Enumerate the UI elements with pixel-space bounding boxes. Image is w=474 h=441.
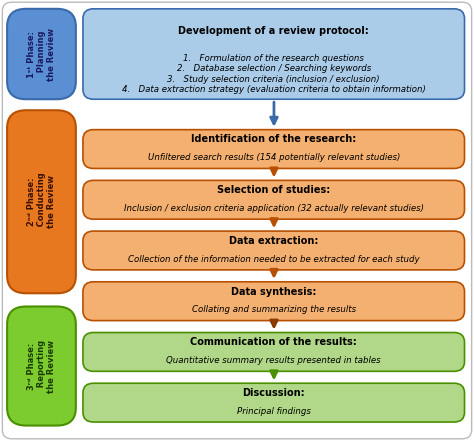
FancyBboxPatch shape xyxy=(7,306,76,426)
Text: Principal findings: Principal findings xyxy=(237,407,310,416)
Text: Communication of the results:: Communication of the results: xyxy=(191,337,357,347)
Text: Development of a review protocol:: Development of a review protocol: xyxy=(178,26,369,37)
FancyBboxPatch shape xyxy=(83,282,465,321)
FancyBboxPatch shape xyxy=(83,9,465,99)
FancyBboxPatch shape xyxy=(83,180,465,219)
Text: Selection of studies:: Selection of studies: xyxy=(217,185,330,195)
FancyBboxPatch shape xyxy=(83,333,465,371)
Text: Discussion:: Discussion: xyxy=(242,388,305,398)
Text: Data synthesis:: Data synthesis: xyxy=(231,287,317,296)
Text: 1ˢᵗ Phase:
  Planning
the Review: 1ˢᵗ Phase: Planning the Review xyxy=(27,27,56,81)
Text: 2ⁿᵈ Phase:
  Conducting
the Review: 2ⁿᵈ Phase: Conducting the Review xyxy=(27,172,56,232)
Text: Quantitative summary results presented in tables: Quantitative summary results presented i… xyxy=(166,356,381,365)
Text: 1.   Formulation of the research questions
2.   Database selection / Searching k: 1. Formulation of the research questions… xyxy=(122,54,426,94)
FancyBboxPatch shape xyxy=(83,231,465,270)
FancyBboxPatch shape xyxy=(83,383,465,422)
Text: Inclusion / exclusion criteria application (32 actually relevant studies): Inclusion / exclusion criteria applicati… xyxy=(124,204,424,213)
Text: Data extraction:: Data extraction: xyxy=(229,236,319,246)
FancyBboxPatch shape xyxy=(7,110,76,293)
FancyBboxPatch shape xyxy=(7,9,76,99)
Text: Unfiltered search results (154 potentially relevant studies): Unfiltered search results (154 potential… xyxy=(147,153,400,162)
Text: Collection of the information needed to be extracted for each study: Collection of the information needed to … xyxy=(128,254,419,264)
FancyBboxPatch shape xyxy=(83,130,465,168)
Text: Collating and summarizing the results: Collating and summarizing the results xyxy=(191,305,356,314)
Text: 3ʳᵈ Phase:
  Reporting
the Review: 3ʳᵈ Phase: Reporting the Review xyxy=(27,340,56,392)
Text: Identification of the research:: Identification of the research: xyxy=(191,135,356,144)
